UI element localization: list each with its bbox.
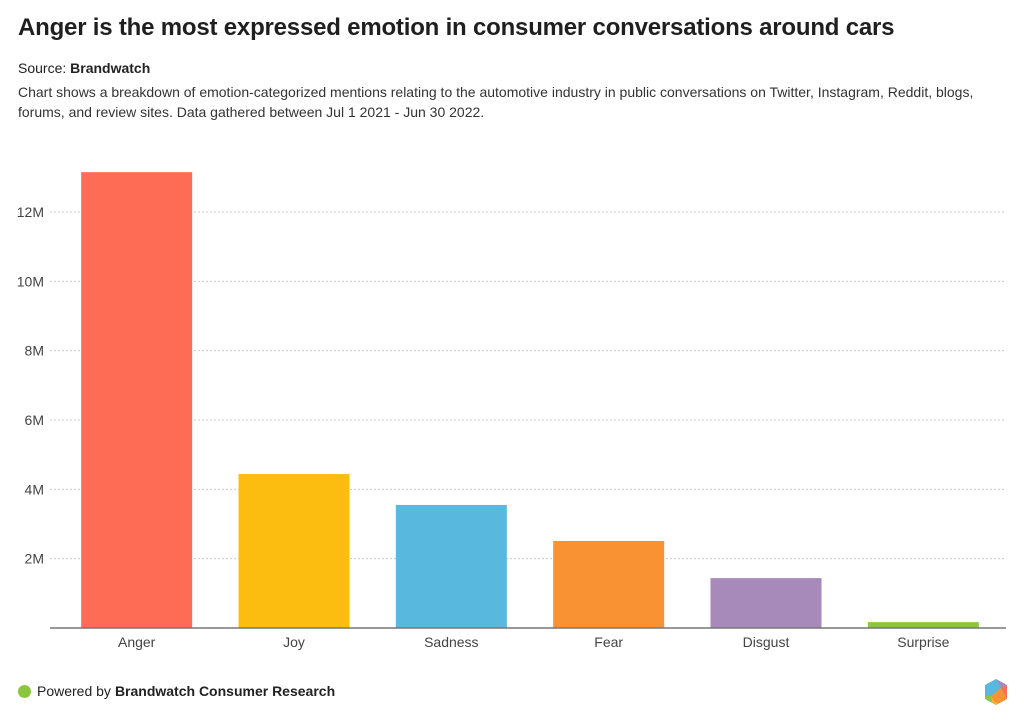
green-dot-icon: [18, 684, 31, 698]
gridlines: [50, 211, 1006, 560]
x-tick-label: Anger: [118, 634, 156, 650]
bar-sadness[interactable]: [395, 504, 507, 628]
chart-description: Chart shows a breakdown of emotion-categ…: [18, 84, 974, 120]
brand-name: Brandwatch Consumer Research: [114, 683, 336, 699]
source-name: Brandwatch: [70, 60, 151, 76]
footer: Powered by Brandwatch Consumer Research: [18, 683, 335, 699]
chart-title: Anger is the most expressed emotion in c…: [18, 14, 895, 41]
bar-surprise[interactable]: [867, 622, 979, 628]
y-axis-ticks: 2M 4M 6M 8M 10M 12M: [17, 204, 44, 567]
x-axis-ticks: Anger Joy Sadness Fear Disgust Surprise: [118, 634, 950, 650]
bar-joy[interactable]: [238, 474, 350, 628]
x-tick-label: Disgust: [743, 634, 790, 650]
x-tick-label: Sadness: [424, 634, 478, 650]
source-line: Source: Brandwatch: [18, 60, 150, 76]
x-tick-label: Joy: [283, 634, 305, 650]
y-tick-label: 12M: [17, 204, 44, 220]
hexagon-logo-icon[interactable]: [983, 678, 1009, 706]
source-label: Source:: [18, 60, 67, 76]
y-tick-label: 10M: [17, 273, 44, 289]
y-tick-label: 4M: [25, 481, 44, 497]
y-tick-label: 2M: [25, 551, 44, 567]
x-tick-label: Fear: [594, 634, 623, 650]
bar-fear[interactable]: [553, 540, 665, 628]
bar-disgust[interactable]: [710, 578, 822, 628]
bars: [81, 172, 979, 628]
y-tick-label: 8M: [25, 343, 44, 359]
bar-anger[interactable]: [81, 172, 193, 628]
x-tick-label: Surprise: [897, 634, 949, 650]
bar-chart: 2M 4M 6M 8M 10M 12M Anger Joy Sadness Fear Disgus…: [17, 172, 1006, 650]
y-tick-label: 6M: [25, 412, 44, 428]
powered-by-label: Powered by: [37, 683, 111, 699]
